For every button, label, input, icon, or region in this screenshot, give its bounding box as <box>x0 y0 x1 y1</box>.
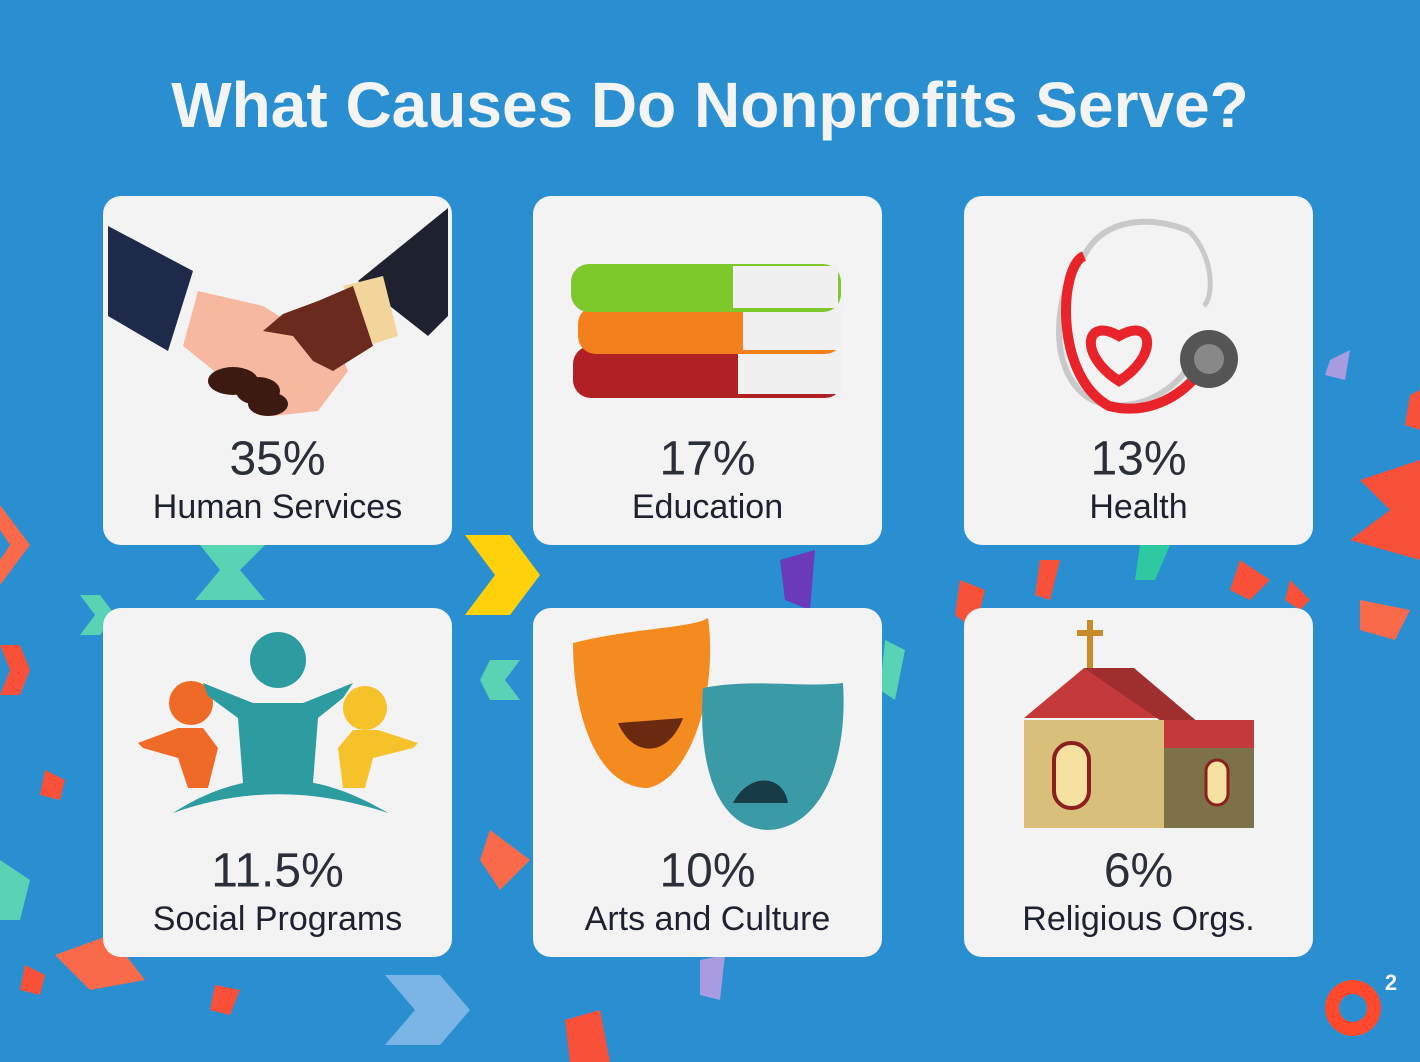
card-label: Religious Orgs. <box>1022 900 1254 938</box>
logo-superscript: 2 <box>1385 970 1397 995</box>
title: What Causes Do Nonprofits Serve? <box>171 69 1249 141</box>
people-icon <box>138 632 418 813</box>
masks-icon <box>573 618 844 830</box>
card-label: Arts and Culture <box>585 900 831 938</box>
logo: 2 G <box>1325 970 1397 1036</box>
card-label: Education <box>632 488 783 526</box>
card-value: 10% <box>659 845 755 898</box>
card-value: 13% <box>1090 433 1186 486</box>
handshake-icon <box>108 208 448 416</box>
card-value: 11.5% <box>211 845 344 898</box>
books-icon <box>571 264 843 398</box>
card-label: Human Services <box>153 488 402 526</box>
stethoscope-icon <box>1056 218 1238 414</box>
card-label: Health <box>1089 488 1187 526</box>
confetti <box>0 350 1420 1062</box>
card-value: 35% <box>229 433 325 486</box>
card-label: Social Programs <box>153 900 402 938</box>
card-value: 6% <box>1104 845 1173 898</box>
church-icon <box>1024 620 1254 828</box>
card-value: 17% <box>659 433 755 486</box>
